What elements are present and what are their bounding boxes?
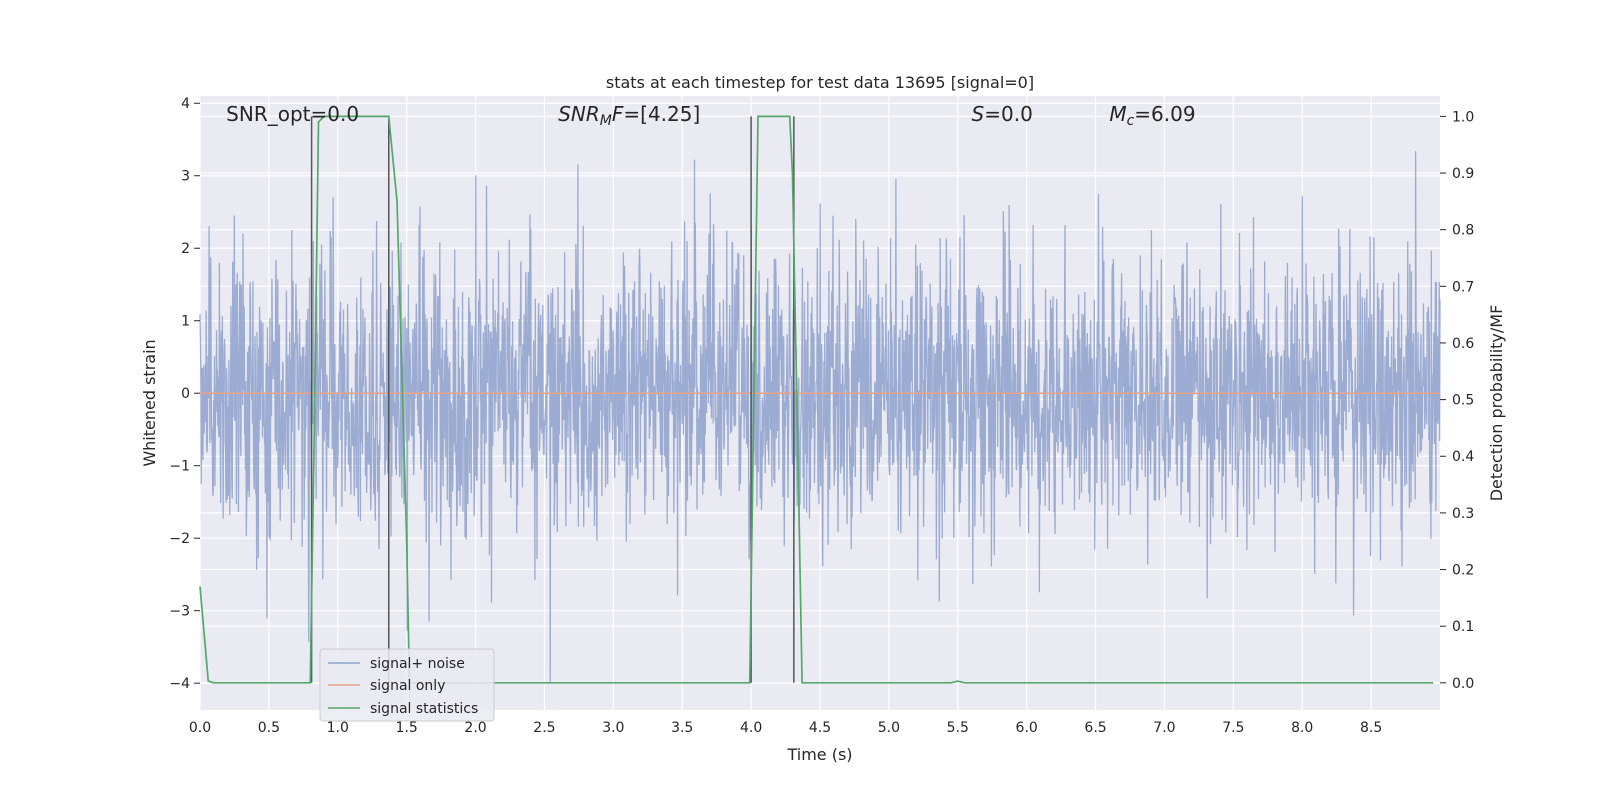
- y-tick-label-right: 0.9: [1452, 166, 1474, 182]
- y-tick-label-right: 0.5: [1452, 393, 1474, 409]
- tick-labels: 0.0 0.5 1.0 1.5 2.0 2.5 3.0 3.5 4.0 4.5 5.0 5.5 6.0 6…: [169, 96, 1474, 736]
- y-axis-label-right: Detection probability/MF: [1487, 305, 1506, 502]
- y-tick-label-left: 2: [181, 241, 190, 257]
- y-tick-label-left: −4: [169, 676, 190, 692]
- y-tick-label-right: 0.4: [1452, 449, 1474, 465]
- legend-label-signal-noise: signal+ noise: [370, 656, 465, 672]
- y-axis-label-left: Whitened strain: [140, 339, 159, 466]
- x-tick-label: 5.0: [878, 720, 900, 736]
- x-tick-label: 4.5: [809, 720, 831, 736]
- x-tick-label: 3.5: [671, 720, 693, 736]
- x-tick-label: 6.0: [1016, 720, 1038, 736]
- x-tick-label: 7.5: [1222, 720, 1244, 736]
- y-tick-label-right: 1.0: [1452, 109, 1474, 125]
- y-tick-label-left: −2: [169, 531, 190, 547]
- y-tick-label-right: 0.8: [1452, 223, 1474, 239]
- y-tick-label-left: 0: [181, 386, 190, 402]
- x-tick-label: 4.0: [740, 720, 762, 736]
- y-tick-label-right: 0.6: [1452, 336, 1474, 352]
- x-tick-label: 5.5: [947, 720, 969, 736]
- legend-label-signal-statistics: signal statistics: [370, 701, 478, 717]
- annotation-text: SNRMF=[4.25]: [558, 102, 700, 129]
- x-axis-label: Time (s): [786, 745, 852, 764]
- annotations: SNR_opt=0.0 SNRMF=[4.25] S=0.0 Mc=6.09: [226, 102, 1195, 129]
- y-tick-label-right: 0.3: [1452, 506, 1474, 522]
- x-tick-label: 8.5: [1360, 720, 1382, 736]
- y-tick-label-left: 3: [181, 169, 190, 185]
- x-tick-label: 7.0: [1153, 720, 1175, 736]
- x-tick-label: 3.0: [602, 720, 624, 736]
- x-tick-label: 0.0: [189, 720, 211, 736]
- noise-series: [199, 151, 1441, 684]
- y-tick-label-right: 0.1: [1452, 619, 1474, 635]
- x-tick-label: 8.0: [1291, 720, 1313, 736]
- x-tick-label: 1.0: [327, 720, 349, 736]
- y-tick-label-right: 0.7: [1452, 279, 1474, 295]
- chart-title: stats at each timestep for test data 136…: [606, 73, 1034, 92]
- y-tick-label-left: 1: [181, 314, 190, 330]
- x-tick-label: 6.5: [1084, 720, 1106, 736]
- x-tick-label: 1.5: [396, 720, 418, 736]
- y-tick-label-right: 0.0: [1452, 676, 1474, 692]
- legend-box: [319, 648, 495, 722]
- x-tick-label: 2.5: [533, 720, 555, 736]
- y-tick-label-left: −3: [169, 604, 190, 620]
- x-tick-label: 0.5: [258, 720, 280, 736]
- annotation-text: Mc=6.09: [1109, 102, 1195, 129]
- annotation-text: S=0.0: [972, 102, 1033, 126]
- legend: signal+ noise signal only signal statist…: [319, 648, 495, 722]
- y-tick-label-left: 4: [181, 96, 190, 112]
- annotation-text: SNR_opt=0.0: [226, 102, 359, 126]
- series-signal-noise: [199, 151, 1441, 684]
- y-tick-label-right: 0.2: [1452, 563, 1474, 579]
- y-tick-label-left: −1: [169, 459, 190, 475]
- x-tick-label: 2.0: [464, 720, 486, 736]
- legend-label-signal-only: signal only: [370, 678, 445, 694]
